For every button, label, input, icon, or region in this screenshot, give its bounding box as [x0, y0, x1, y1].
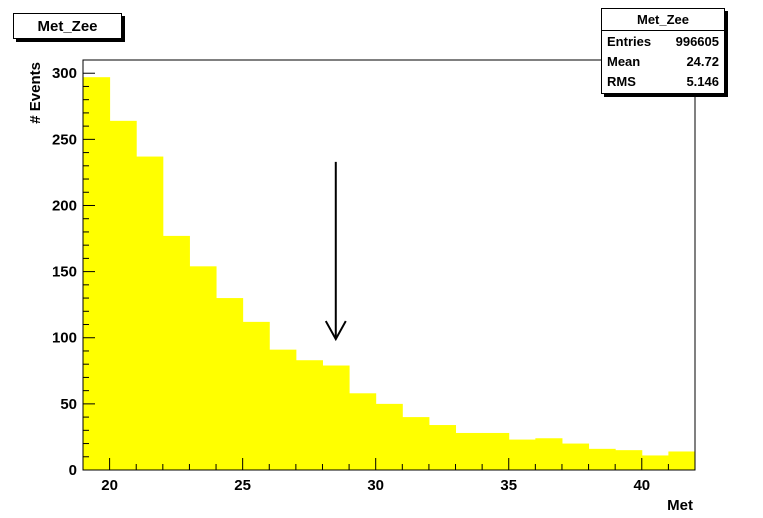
histogram-bar — [216, 298, 244, 470]
histogram-bar — [322, 365, 350, 470]
arrow-head — [324, 320, 347, 342]
histogram-bar — [375, 403, 403, 470]
histogram-bar — [269, 349, 297, 470]
histogram-bar — [162, 235, 190, 470]
histogram-bars — [83, 77, 696, 471]
histogram-bar — [535, 438, 563, 470]
annotation-arrow — [324, 161, 347, 342]
y-tick-label: 200 — [52, 197, 77, 214]
stats-row-rms: RMS 5.146 — [602, 71, 724, 91]
y-tick-label: 150 — [52, 264, 77, 281]
x-axis-label: Met — [667, 497, 693, 514]
y-tick-label: 250 — [52, 131, 77, 148]
histogram-bar — [136, 156, 164, 470]
x-tick-label: 35 — [500, 477, 517, 494]
histogram-bar — [508, 439, 536, 470]
histogram-bar — [641, 455, 669, 470]
y-tick-label: 100 — [52, 330, 77, 347]
histogram-bar — [615, 450, 643, 470]
stats-row-entries: Entries 996605 — [602, 31, 724, 51]
y-tick-label: 300 — [52, 65, 77, 82]
chart-title: Met_Zee — [13, 13, 122, 39]
x-tick-label: 25 — [234, 477, 251, 494]
y-tick-label: 50 — [60, 396, 77, 413]
stats-label: Mean — [607, 53, 641, 69]
histogram-bar — [402, 417, 430, 470]
histogram-bar — [83, 77, 111, 471]
x-tick-label: 40 — [633, 477, 650, 494]
y-tick-label: 0 — [69, 462, 77, 479]
stats-value: 996605 — [675, 33, 719, 49]
stats-row-mean: Mean 24.72 — [602, 51, 724, 71]
histogram-bar — [109, 120, 137, 470]
axes-frame — [82, 59, 696, 471]
stats-value: 24.72 — [686, 53, 719, 69]
histogram-bar — [349, 393, 377, 470]
stats-label: Entries — [607, 33, 652, 49]
histogram-bar — [189, 266, 217, 470]
y-axis-label: # Events — [27, 62, 44, 124]
histogram-bar — [242, 321, 270, 470]
stats-label: RMS — [607, 73, 636, 89]
histogram-bar — [428, 425, 457, 470]
axes — [82, 59, 696, 471]
x-tick-label: 20 — [101, 477, 118, 494]
stats-header: Met_Zee — [602, 9, 724, 31]
ticks: 20 25 30 35 40 0 50 100 150 200 250 300 — [52, 59, 696, 494]
histogram-bar — [455, 432, 483, 470]
histogram-bar — [561, 443, 590, 470]
histogram-bar — [588, 448, 616, 470]
histogram-bar — [482, 432, 510, 470]
histogram-bar — [668, 451, 696, 470]
histogram-bar — [295, 360, 323, 470]
stats-box: Met_Zee Entries 996605 Mean 24.72 RMS 5.… — [601, 8, 725, 94]
x-tick-label: 30 — [367, 477, 384, 494]
stats-value: 5.146 — [686, 73, 719, 89]
